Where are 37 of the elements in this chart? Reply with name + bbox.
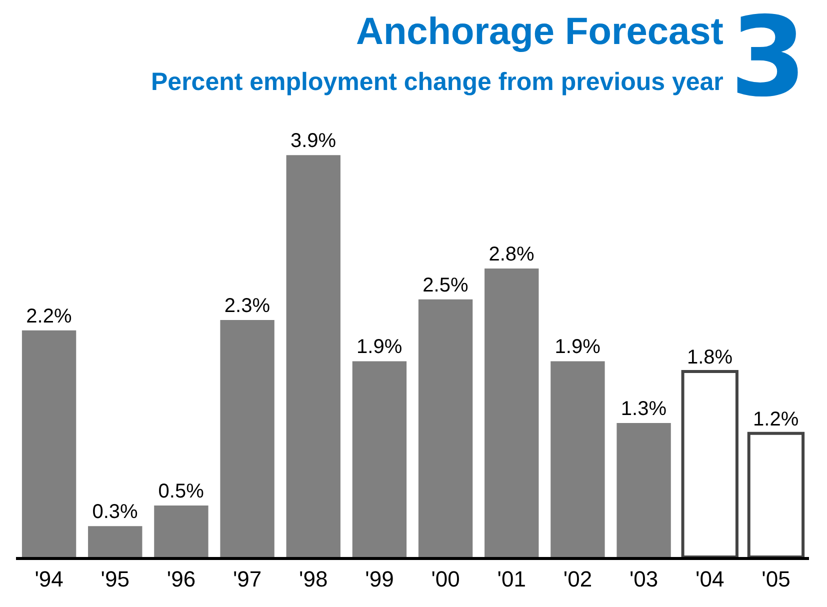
bar bbox=[352, 361, 407, 557]
x-tick-label: '95 bbox=[100, 566, 130, 592]
data-label: 0.3% bbox=[92, 501, 138, 524]
x-tick-label: '97 bbox=[232, 566, 262, 592]
chart-subtitle: Percent employment change from previous year bbox=[151, 68, 724, 96]
bar bbox=[616, 423, 671, 557]
data-label: 1.3% bbox=[620, 398, 667, 420]
x-tick-label: '02 bbox=[563, 566, 592, 592]
data-label: 2.5% bbox=[422, 274, 468, 296]
data-label: 1.9% bbox=[554, 336, 601, 358]
chart-title: Anchorage Forecast bbox=[356, 11, 724, 53]
bar bbox=[418, 299, 473, 557]
data-label: 0.5% bbox=[158, 480, 204, 502]
bar bbox=[220, 320, 274, 557]
x-tick-label: '99 bbox=[365, 566, 394, 592]
x-tick-label: '04 bbox=[696, 566, 724, 592]
bar bbox=[154, 505, 208, 557]
x-tick-label: '98 bbox=[299, 566, 328, 592]
data-label: 2.8% bbox=[488, 244, 535, 266]
x-tick-label: '01 bbox=[497, 566, 526, 592]
data-label: 1.9% bbox=[356, 336, 402, 358]
bar bbox=[22, 330, 76, 557]
data-label: 2.3% bbox=[224, 295, 270, 318]
x-tick-label: '00 bbox=[431, 566, 460, 592]
bar bbox=[550, 361, 605, 557]
data-label: 2.2% bbox=[26, 305, 72, 328]
bar bbox=[484, 268, 539, 557]
x-tick-label: '03 bbox=[629, 566, 658, 592]
bar bbox=[88, 526, 142, 557]
bar bbox=[286, 155, 340, 557]
x-tick-label: '94 bbox=[34, 566, 64, 592]
x-tick-label: '05 bbox=[762, 566, 790, 592]
data-label: 1.2% bbox=[753, 408, 799, 430]
text: 3 bbox=[730, 0, 807, 121]
x-tick-label: '96 bbox=[166, 566, 196, 592]
data-label: 3.9% bbox=[290, 130, 336, 152]
data-label: 1.8% bbox=[686, 346, 733, 369]
